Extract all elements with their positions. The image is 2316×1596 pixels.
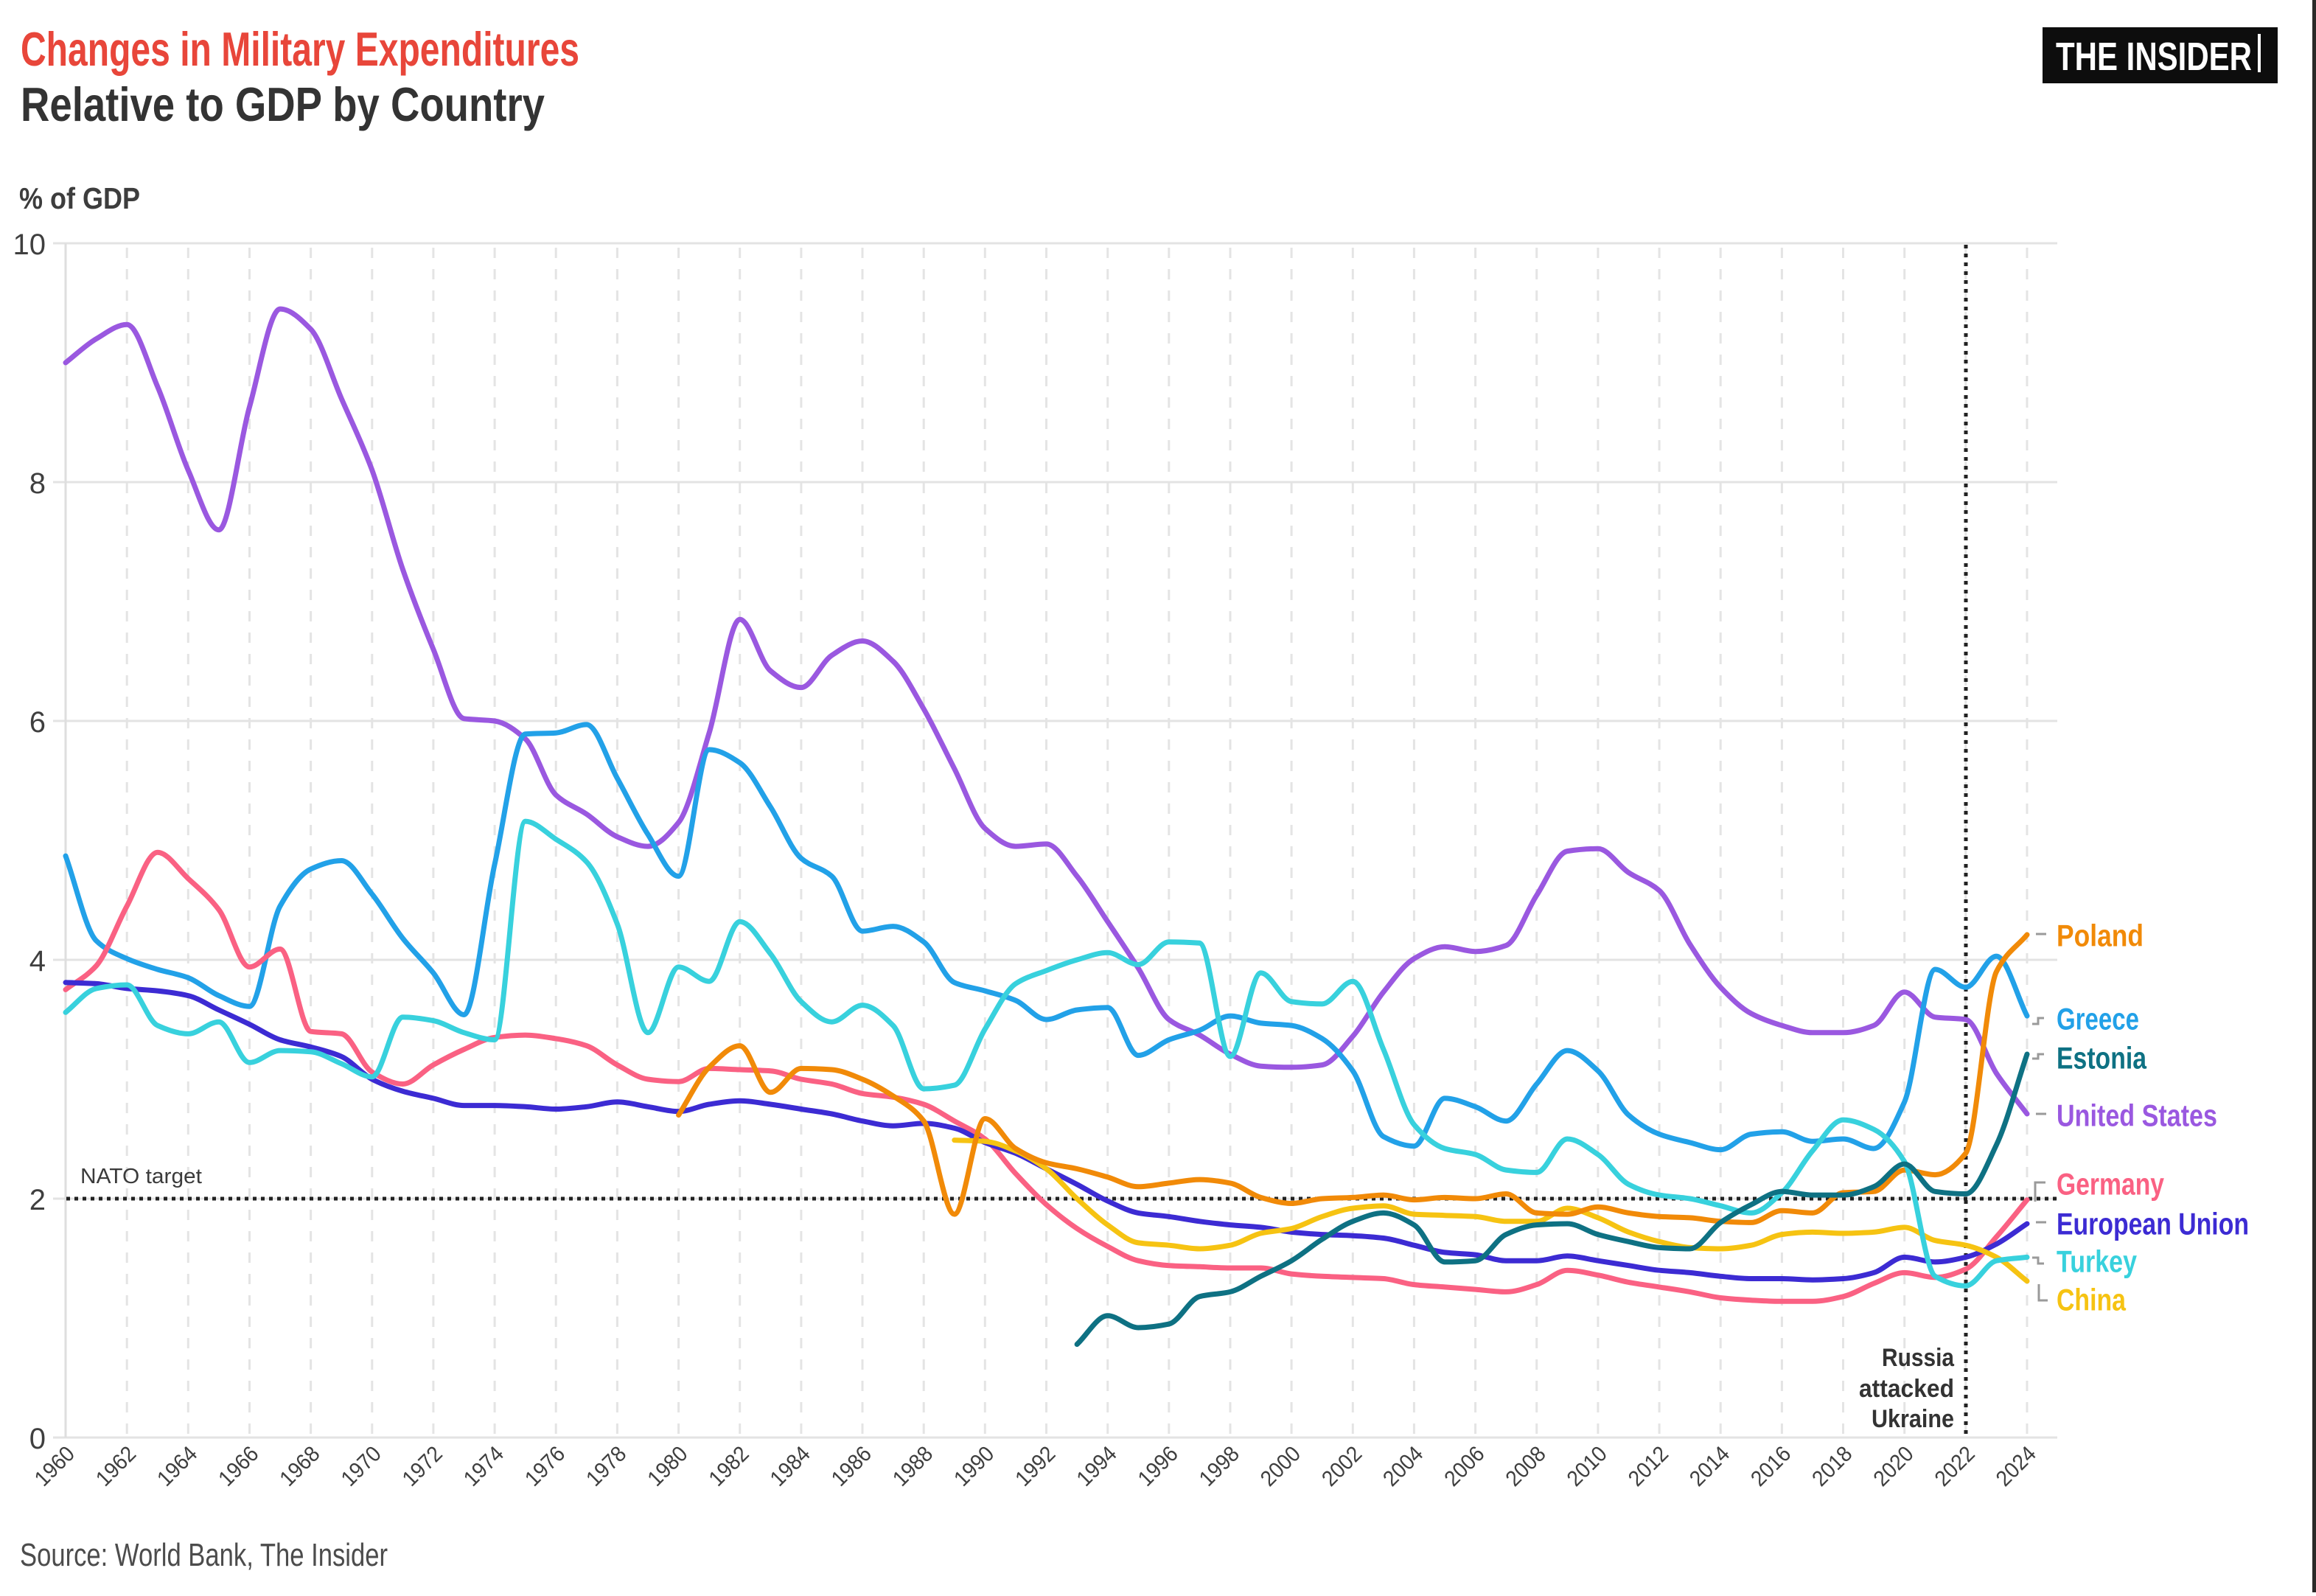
svg-text:Greece: Greece	[2057, 1002, 2139, 1036]
svg-text:8: 8	[29, 467, 46, 500]
svg-text:6: 6	[29, 706, 46, 739]
svg-text:Estonia: Estonia	[2057, 1041, 2147, 1076]
svg-text:Ukraine: Ukraine	[1872, 1405, 1954, 1433]
svg-text:Changes in Military Expenditur: Changes in Military Expenditures	[21, 22, 579, 76]
svg-text:4: 4	[29, 945, 46, 978]
svg-text:Germany: Germany	[2057, 1167, 2165, 1202]
svg-text:European Union: European Union	[2057, 1207, 2249, 1241]
svg-text:Relative to GDP by Country: Relative to GDP by Country	[21, 77, 545, 131]
svg-text:Russia: Russia	[1882, 1344, 1955, 1372]
svg-text:United States: United States	[2057, 1098, 2217, 1133]
svg-text:2: 2	[29, 1184, 46, 1216]
svg-text:Turkey: Turkey	[2057, 1244, 2138, 1279]
svg-text:NATO target: NATO target	[80, 1165, 202, 1188]
svg-text:% of GDP: % of GDP	[19, 181, 140, 215]
svg-text:China: China	[2057, 1283, 2127, 1317]
svg-text:THE INSIDER: THE INSIDER	[2056, 35, 2252, 79]
svg-text:0: 0	[29, 1423, 46, 1455]
svg-text:Source: World Bank, The Inside: Source: World Bank, The Insider	[20, 1537, 388, 1573]
svg-text:10: 10	[13, 229, 46, 261]
svg-text:attacked: attacked	[1859, 1375, 1954, 1403]
svg-text:Poland: Poland	[2057, 919, 2144, 953]
